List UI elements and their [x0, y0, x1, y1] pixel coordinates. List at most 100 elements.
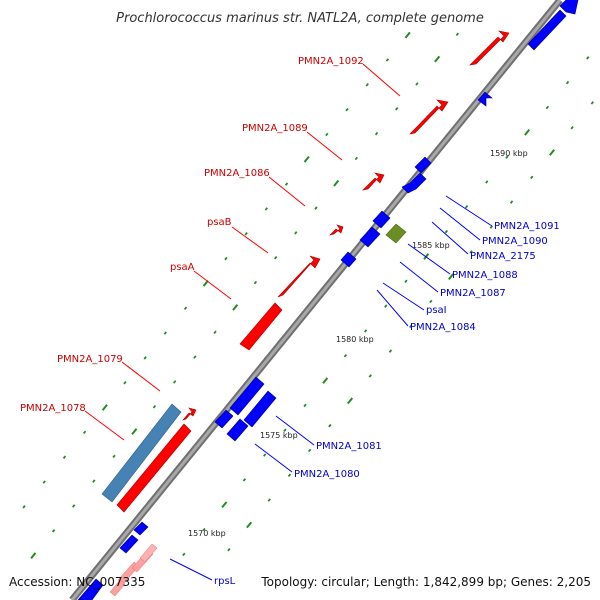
tick-mark	[489, 225, 494, 229]
tick-mark	[143, 356, 147, 360]
leader-pmn2a-1081	[275, 415, 315, 446]
tick-mark	[123, 381, 127, 385]
reverse-features	[77, 0, 579, 600]
tick-mark	[404, 279, 408, 283]
feature-pmn2a-1087[interactable]	[385, 223, 407, 244]
feature-psaa[interactable]	[239, 302, 283, 351]
scale-label-1590: 1590 kbp	[490, 149, 528, 158]
feature-pale-4[interactable]	[109, 579, 126, 597]
label-pmn2a-1086: PMN2A_1086	[204, 168, 270, 179]
feature-pmn2a-2175[interactable]	[372, 210, 391, 229]
tick-mark	[385, 58, 390, 62]
tick-mark	[469, 250, 473, 254]
leader-pmn2a-1086	[268, 176, 306, 207]
feature-pmn2a-1079[interactable]	[116, 423, 192, 513]
tick-mark	[283, 428, 287, 432]
tick-mark	[333, 179, 340, 187]
tick-mark	[163, 331, 167, 335]
leader-pmn2a-2175	[431, 221, 469, 255]
tick-mark	[242, 478, 247, 482]
feature-rpsl[interactable]	[119, 534, 139, 554]
tick-mark	[42, 480, 46, 484]
label-pmn2a-1084: PMN2A_1084	[410, 322, 476, 333]
feature-pmn2a-1080-a[interactable]	[214, 409, 234, 429]
label-pmn2a-1087: PMN2A_1087	[440, 288, 506, 299]
tick-mark	[545, 105, 550, 110]
label-psab: psaB	[207, 217, 232, 228]
tick-mark	[182, 552, 186, 557]
leader-pmn2a-1079	[121, 361, 161, 392]
leader-rpsl	[169, 558, 213, 581]
feature-psab-small[interactable]	[329, 224, 344, 236]
feature-pmn2a-1090[interactable]	[401, 172, 427, 194]
tick-mark	[112, 454, 116, 459]
tick-mark	[193, 355, 197, 359]
feature-pmn2a-1084[interactable]	[229, 376, 265, 416]
tick-mark	[347, 397, 354, 405]
feature-pmn2a-1091[interactable]	[414, 156, 432, 174]
leader-pmn2a-1078	[84, 410, 125, 441]
feature-top-reverse[interactable]	[527, 9, 567, 51]
feature-pmn2a-1079-head[interactable]	[182, 407, 197, 421]
label-pmn2a-1089: PMN2A_1089	[242, 123, 308, 134]
tick-mark	[530, 175, 534, 180]
label-pmn2a-1091: PMN2A_1091	[494, 221, 560, 232]
label-rpsl: rpsL	[214, 576, 236, 587]
leader-pmn2a-1091	[445, 195, 493, 227]
tick-mark	[368, 374, 372, 378]
tick-mark	[101, 404, 108, 411]
feature-pmn2a-1088[interactable]	[359, 226, 381, 248]
tick-mark	[92, 479, 96, 483]
feature-pmn2a-1092[interactable]	[469, 30, 510, 66]
tick-mark	[244, 232, 248, 236]
topology-summary: Topology: circular; Length: 1,842,899 bp…	[260, 575, 591, 589]
tick-mark	[221, 501, 228, 509]
genome-backbone-highlight	[70, 0, 562, 600]
feature-top-reverse-2[interactable]	[559, 0, 579, 15]
tick-mark	[388, 349, 393, 353]
tick-mark	[322, 377, 329, 384]
tick-mark	[82, 430, 87, 435]
tick-mark	[404, 31, 411, 39]
tick-mark	[524, 128, 531, 136]
feature-rpsl-a[interactable]	[133, 521, 149, 536]
tick-mark	[384, 304, 388, 308]
tick-mark	[308, 448, 312, 453]
tick-mark	[30, 552, 37, 560]
tick-mark	[294, 231, 298, 235]
tick-mark	[314, 206, 318, 210]
forward-features	[101, 30, 510, 597]
feature-pale-3[interactable]	[139, 543, 158, 563]
leader-pmn2a-1087	[399, 261, 439, 293]
leader-pmn2a-1088	[407, 243, 451, 275]
feature-pmn2a-1089[interactable]	[409, 99, 449, 135]
tick-mark	[303, 155, 310, 163]
feature-bottom-reverse[interactable]	[77, 578, 104, 600]
tick-mark	[131, 428, 138, 435]
tick-mark	[173, 380, 177, 384]
leader-psab	[231, 226, 269, 254]
tick-mark	[253, 280, 258, 285]
label-psai: psaI	[426, 305, 447, 316]
tick-mark	[303, 403, 307, 408]
feature-psab[interactable]	[277, 255, 321, 298]
tick-mark	[485, 180, 489, 184]
tick-mark	[565, 80, 570, 85]
tick-mark	[549, 149, 555, 156]
tick-mark	[183, 306, 188, 310]
leader-pmn2a-1090	[439, 207, 481, 241]
feature-pmn2a-1081[interactable]	[243, 390, 277, 428]
feature-psai[interactable]	[340, 251, 357, 268]
tick-mark	[213, 330, 217, 334]
feature-pmn2a-1086[interactable]	[362, 172, 385, 191]
tick-mark	[264, 207, 268, 211]
tick-mark	[455, 32, 460, 37]
tick-mark	[71, 504, 76, 508]
feature-reverse-small-1[interactable]	[477, 91, 493, 107]
tick-mark	[22, 505, 26, 509]
feature-pmn2a-1080[interactable]	[226, 418, 249, 442]
tick-mark	[374, 131, 379, 136]
feature-pmn2a-1078[interactable]	[101, 403, 182, 503]
